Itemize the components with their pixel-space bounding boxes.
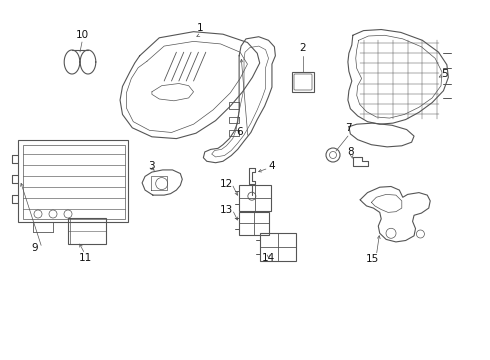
Text: 1: 1 (196, 23, 203, 33)
Text: 5: 5 (441, 69, 448, 79)
Text: 9: 9 (32, 243, 38, 253)
Bar (23, 145, 125, 219)
Bar (292, 72, 314, 92)
Text: 8: 8 (347, 147, 354, 157)
Bar (18, 140, 128, 222)
Text: 2: 2 (300, 43, 306, 53)
Bar (68, 218, 106, 244)
Bar (260, 233, 295, 261)
Text: 12: 12 (220, 179, 233, 189)
Text: 7: 7 (344, 123, 351, 133)
Bar (239, 185, 271, 211)
Text: 6: 6 (237, 127, 244, 137)
Text: 14: 14 (262, 253, 275, 264)
Text: 13: 13 (220, 204, 233, 215)
Bar (239, 212, 269, 235)
Text: 4: 4 (269, 161, 275, 171)
Text: 15: 15 (366, 254, 379, 264)
Text: 3: 3 (148, 161, 155, 171)
Text: 10: 10 (75, 30, 89, 40)
Text: 11: 11 (78, 253, 92, 263)
